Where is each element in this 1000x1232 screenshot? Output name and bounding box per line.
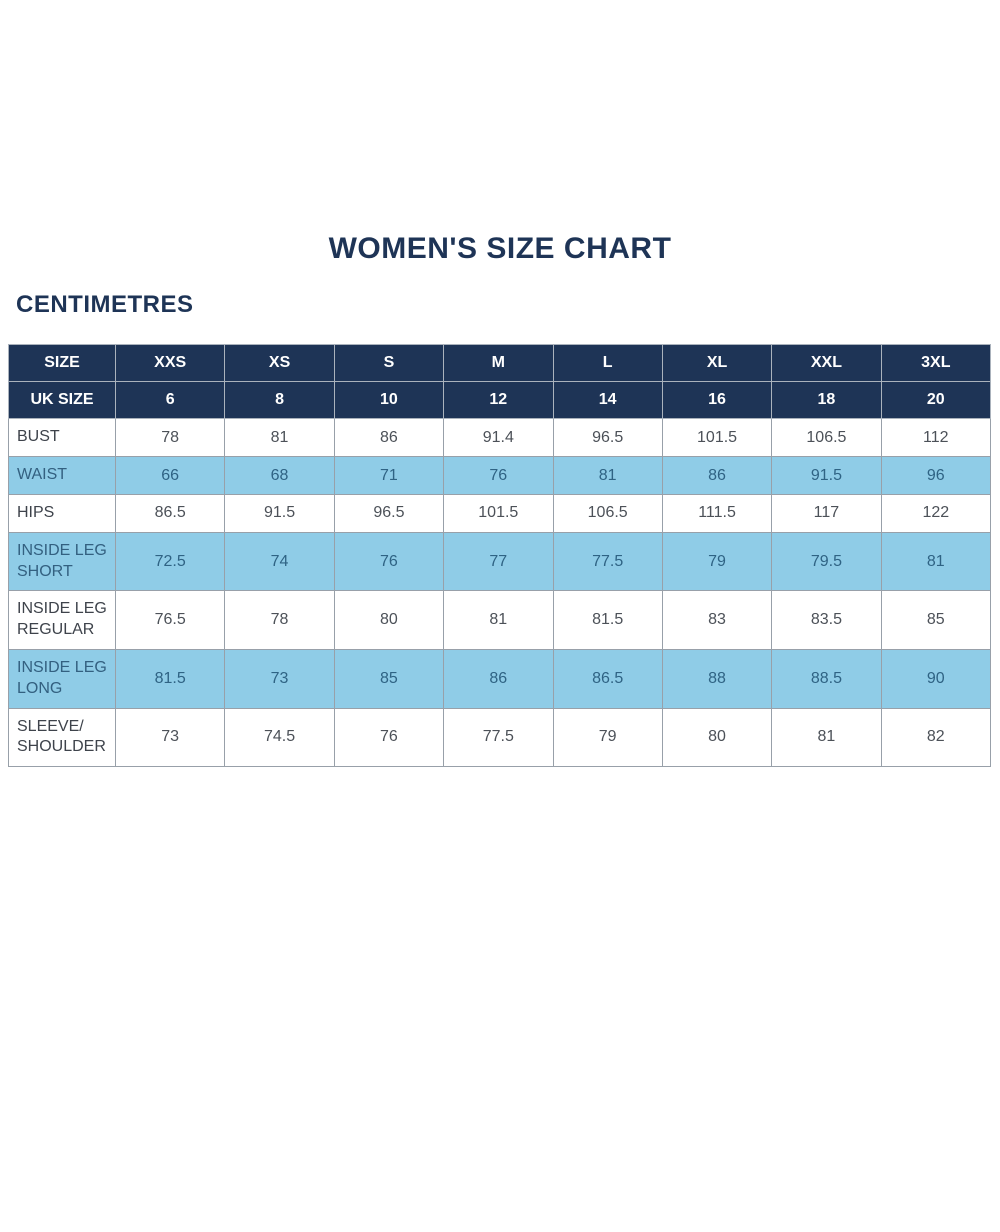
measurement-cell: 73 xyxy=(224,648,335,709)
measurement-cell: 86 xyxy=(333,418,445,458)
measurement-cell: 86 xyxy=(443,648,554,709)
measurement-cell: 78 xyxy=(114,418,226,458)
row-label: SLEEVE/ SHOULDER xyxy=(8,707,116,768)
measurement-cell: 96.5 xyxy=(552,418,663,458)
table-row: WAIST 66 68 71 76 81 86 91.5 96 xyxy=(8,456,992,495)
measurement-cell: 76 xyxy=(443,456,554,495)
measurement-cell: 86 xyxy=(661,456,773,495)
measurement-cell: 76 xyxy=(333,531,445,592)
measurement-cell: 112 xyxy=(880,418,992,458)
measurement-cell: 77.5 xyxy=(443,707,554,768)
measurement-cell: 86.5 xyxy=(552,648,663,709)
row-label: INSIDE LEG LONG xyxy=(8,648,116,709)
measurement-cell: 83 xyxy=(661,590,773,650)
measurement-cell: 81 xyxy=(880,531,992,592)
header-row-label: SIZE xyxy=(8,344,116,383)
size-header-cell: 3XL xyxy=(880,344,992,383)
table-row: BUST 78 81 86 91.4 96.5 101.5 106.5 112 xyxy=(8,418,992,458)
row-label: INSIDE LEG REGULAR xyxy=(8,590,116,650)
size-header-cell: S xyxy=(333,344,445,383)
size-header-row: SIZE XXS XS S M L XL XXL 3XL xyxy=(8,344,992,383)
measurement-cell: 78 xyxy=(224,590,335,650)
measurement-cell: 88 xyxy=(661,648,773,709)
measurement-cell: 73 xyxy=(114,707,226,768)
measurement-cell: 68 xyxy=(224,456,335,495)
measurement-cell: 79 xyxy=(552,707,663,768)
measurement-cell: 81 xyxy=(443,590,554,650)
table-row: INSIDE LEG SHORT 72.5 74 76 77 77.5 79 79.5 81 xyxy=(8,531,992,592)
size-chart-body: BUST 78 81 86 91.4 96.5 101.5 106.5 112 WAIST 66 68… xyxy=(8,418,992,768)
measurement-cell: 96.5 xyxy=(333,493,445,533)
measurement-cell: 76.5 xyxy=(114,590,226,650)
measurement-cell: 80 xyxy=(333,590,445,650)
measurement-cell: 101.5 xyxy=(661,418,773,458)
row-label: HIPS xyxy=(8,493,116,533)
size-header-cell: 10 xyxy=(333,381,445,420)
measurement-cell: 71 xyxy=(333,456,445,495)
table-row: INSIDE LEG LONG 81.5 73 85 86 86.5 88 88.5 90 xyxy=(8,648,992,709)
measurement-cell: 101.5 xyxy=(443,493,554,533)
measurement-cell: 81 xyxy=(552,456,663,495)
size-header-cell: 12 xyxy=(443,381,554,420)
measurement-cell: 85 xyxy=(880,590,992,650)
measurement-cell: 81.5 xyxy=(114,648,226,709)
measurement-cell: 77 xyxy=(443,531,554,592)
size-header-cell: XXS xyxy=(114,344,226,383)
table-row: HIPS 86.5 91.5 96.5 101.5 106.5 111.5 117 122 xyxy=(8,493,992,533)
measurement-cell: 77.5 xyxy=(552,531,663,592)
size-header-cell: 16 xyxy=(661,381,773,420)
size-header-cell: XL xyxy=(661,344,773,383)
uk-size-header-row: UK SIZE 6 8 10 12 14 16 18 20 xyxy=(8,381,992,420)
size-chart-header: SIZE XXS XS S M L XL XXL 3XL UK SIZE 6 8 10 12 14 16 18 2… xyxy=(8,344,992,420)
measurement-cell: 74 xyxy=(224,531,335,592)
measurement-cell: 96 xyxy=(880,456,992,495)
row-label: INSIDE LEG SHORT xyxy=(8,531,116,592)
header-row-label: UK SIZE xyxy=(8,381,116,420)
row-label: BUST xyxy=(8,418,116,458)
measurement-cell: 106.5 xyxy=(771,418,882,458)
measurement-cell: 122 xyxy=(880,493,992,533)
measurement-cell: 83.5 xyxy=(771,590,882,650)
size-header-cell: 20 xyxy=(880,381,992,420)
measurement-cell: 66 xyxy=(114,456,226,495)
table-row: INSIDE LEG REGULAR 76.5 78 80 81 81.5 83 83.5 85 xyxy=(8,590,992,650)
size-chart-page: WOMEN'S SIZE CHART CENTIMETRES SIZE XXS XS… xyxy=(0,232,1000,768)
measurement-cell: 91.5 xyxy=(224,493,335,533)
size-header-cell: M xyxy=(443,344,554,383)
measurement-cell: 80 xyxy=(661,707,773,768)
size-header-cell: 18 xyxy=(771,381,882,420)
measurement-cell: 72.5 xyxy=(114,531,226,592)
measurement-cell: 90 xyxy=(880,648,992,709)
size-chart-table: SIZE XXS XS S M L XL XXL 3XL UK SIZE 6 8 10 12 14 16 18 2… xyxy=(8,344,992,768)
measurement-cell: 79 xyxy=(661,531,773,592)
measurement-cell: 91.4 xyxy=(443,418,554,458)
measurement-cell: 81 xyxy=(224,418,335,458)
row-label: WAIST xyxy=(8,456,116,495)
table-row: SLEEVE/ SHOULDER 73 74.5 76 77.5 79 80 81 82 xyxy=(8,707,992,768)
size-header-cell: 6 xyxy=(114,381,226,420)
measurement-cell: 88.5 xyxy=(771,648,882,709)
unit-label: CENTIMETRES xyxy=(16,291,194,318)
measurement-cell: 117 xyxy=(771,493,882,533)
size-header-cell: XXL xyxy=(771,344,882,383)
page-title: WOMEN'S SIZE CHART xyxy=(328,232,672,265)
measurement-cell: 111.5 xyxy=(661,493,773,533)
size-header-cell: L xyxy=(552,344,663,383)
measurement-cell: 81 xyxy=(771,707,882,768)
measurement-cell: 81.5 xyxy=(552,590,663,650)
measurement-cell: 79.5 xyxy=(771,531,882,592)
measurement-cell: 85 xyxy=(333,648,445,709)
measurement-cell: 76 xyxy=(333,707,445,768)
size-header-cell: 14 xyxy=(552,381,663,420)
size-header-cell: 8 xyxy=(224,381,335,420)
size-header-cell: XS xyxy=(224,344,335,383)
measurement-cell: 91.5 xyxy=(771,456,882,495)
measurement-cell: 86.5 xyxy=(114,493,226,533)
measurement-cell: 82 xyxy=(880,707,992,768)
measurement-cell: 74.5 xyxy=(224,707,335,768)
measurement-cell: 106.5 xyxy=(552,493,663,533)
